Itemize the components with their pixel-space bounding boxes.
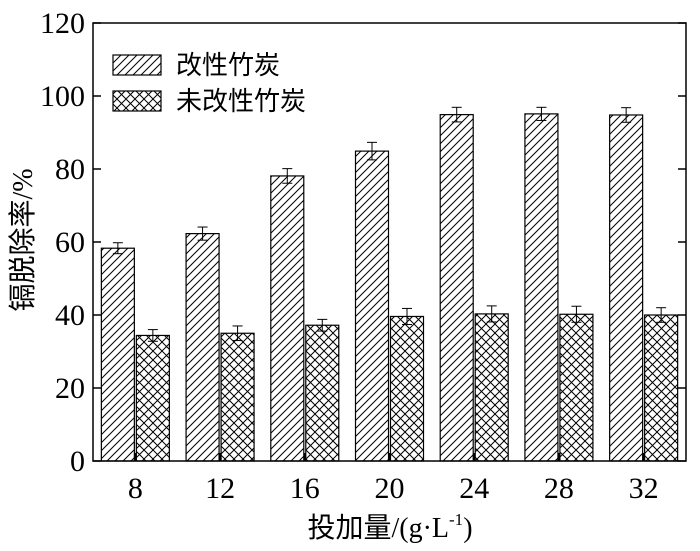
legend-label: 未改性竹炭 xyxy=(176,87,306,117)
bar-unmodified xyxy=(389,315,425,462)
bar-modified xyxy=(609,114,644,462)
x-tick-label: 32 xyxy=(629,472,659,505)
bar-unmodified xyxy=(474,313,509,462)
legend-label: 改性竹炭 xyxy=(176,51,280,81)
bar-modified xyxy=(185,233,220,462)
y-tick-label: 120 xyxy=(40,7,85,40)
legend-swatch xyxy=(112,54,162,76)
x-axis-title: 投加量/(g·L-1) xyxy=(307,510,472,544)
bar-modified xyxy=(270,175,305,462)
x-tick-label: 24 xyxy=(459,472,489,505)
bar-unmodified xyxy=(644,314,679,462)
bar-unmodified xyxy=(220,332,255,462)
x-tick-label: 12 xyxy=(205,472,235,505)
bar-unmodified xyxy=(135,334,170,462)
x-axis-title-end: ) xyxy=(463,513,472,544)
x-tick-label: 20 xyxy=(375,472,405,505)
x-tick-label: 16 xyxy=(290,472,320,505)
x-axis-title-main: 投加量/(g·L xyxy=(307,512,449,544)
y-tick-label: 100 xyxy=(40,80,85,113)
y-tick-label: 40 xyxy=(55,299,85,332)
bar-modified xyxy=(100,247,135,462)
y-tick-label: 60 xyxy=(55,226,85,259)
x-axis-title-superscript: -1 xyxy=(449,510,463,529)
y-tick-label: 80 xyxy=(55,153,85,186)
bar-modified xyxy=(439,114,474,462)
y-tick-label: 20 xyxy=(55,372,85,405)
bar-unmodified xyxy=(305,324,340,462)
bar-modified xyxy=(524,113,559,462)
y-tick-label: 0 xyxy=(70,445,85,478)
bar-unmodified xyxy=(559,313,594,462)
bar-modified xyxy=(354,150,390,462)
legend-swatch xyxy=(112,90,162,112)
y-axis-title: 镉脱除率/% xyxy=(7,168,39,311)
x-tick-label: 8 xyxy=(128,472,143,505)
x-tick-label: 28 xyxy=(544,472,574,505)
